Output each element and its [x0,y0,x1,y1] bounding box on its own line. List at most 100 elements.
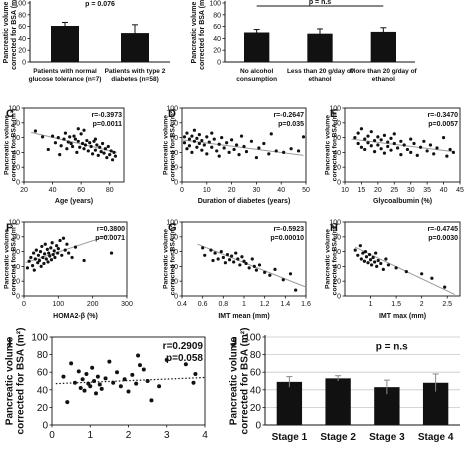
x-tick-label: 4 [202,430,208,441]
data-point [451,150,456,154]
data-point [84,371,89,376]
data-point [51,252,55,257]
y-tick-label: 0 [337,293,341,300]
data-point [195,136,199,140]
data-point [288,272,293,276]
data-point [197,141,201,146]
x-tick-label: 300 [121,301,133,308]
data-point [92,379,97,383]
data-point [296,149,301,153]
y-tick-label: 20 [18,48,26,55]
x-tick-label: 1.6 [301,301,311,308]
data-point [364,255,369,259]
y-tick-label: 100 [166,219,178,226]
data-point [225,141,229,145]
data-point [412,141,416,146]
data-point [49,246,53,250]
x-tick-label: 3 [164,430,170,441]
data-point [44,257,48,261]
y-axis-label: Pancreatic volume [229,336,240,425]
data-point [72,380,77,385]
data-point [216,257,220,261]
data-point [379,261,383,266]
data-point [422,139,426,143]
data-point [404,269,408,274]
plot-frame [181,107,307,183]
data-point [376,135,380,139]
data-point [56,136,60,140]
plot-frame [181,221,307,297]
data-point [187,144,192,148]
y-axis-label: Pancreatic volume [162,115,169,175]
data-point [252,264,256,268]
y-tick-label: 60 [250,368,262,379]
plot-frame [344,221,461,297]
y-tick-label: 100 [14,0,26,7]
data-point [353,248,357,252]
data-point [418,145,423,149]
y-tick-label: 20 [333,165,341,172]
data-point [130,372,135,377]
y-tick-label: 100 [8,219,20,226]
data-point [382,151,387,155]
data-point [213,251,217,255]
data-point [273,267,277,271]
x-tick-label: 10 [341,187,349,194]
data-point [48,254,52,258]
data-point [105,155,109,160]
data-point [115,370,120,375]
data-point [362,259,367,263]
panel-label-c: C [6,108,14,120]
x-axis-label: Age (years) [55,198,93,205]
y-tick-label: 80 [250,350,262,361]
data-point [58,153,62,157]
data-point [73,137,78,141]
regression-line [31,131,117,153]
y-tick-label: 0 [16,179,20,186]
data-point [211,258,215,263]
x-axis-label: Duration of diabetes (years) [198,198,291,205]
data-point [386,144,390,149]
data-point [89,144,93,149]
data-point [392,132,396,136]
y-tick-label: 80 [12,120,20,127]
data-point [425,149,429,153]
y-tick-label: 80 [12,234,20,241]
data-point [191,380,196,385]
y-axis-label: Pancreatic volume [324,115,331,175]
data-point [43,242,47,246]
y-tick-label: 60 [213,24,221,31]
y-tick-label: 80 [37,350,49,361]
y-tick-label: 0 [174,293,178,300]
data-point [448,147,452,152]
x-tick-label: 35 [423,187,431,194]
data-point [182,135,187,139]
data-point [50,241,54,245]
x-category-label: ethanol [308,76,331,83]
data-point [95,143,99,147]
y-tick-label: 80 [170,120,178,127]
y-tick-label: 60 [12,135,20,142]
x-tick-label: 1 [369,301,373,308]
data-point [29,255,33,260]
data-point [37,258,42,263]
data-point [56,247,60,251]
data-point [415,153,419,157]
data-point [399,139,403,143]
data-point [368,258,373,262]
data-point [33,129,38,133]
data-point [93,148,98,152]
data-point [90,365,95,370]
data-point [202,143,206,147]
data-point [111,380,116,385]
x-tick-label: 20 [374,187,382,194]
y-tick-label: 0 [255,421,261,432]
data-point [221,255,225,260]
y-tick-label: 80 [333,120,341,127]
data-point [445,154,449,158]
x-category-label: More than 20 g/day of [350,68,418,75]
x-axis-label: IMT max (mm) [379,313,426,320]
data-point [106,144,110,149]
y-tick-label: 100 [209,0,221,7]
